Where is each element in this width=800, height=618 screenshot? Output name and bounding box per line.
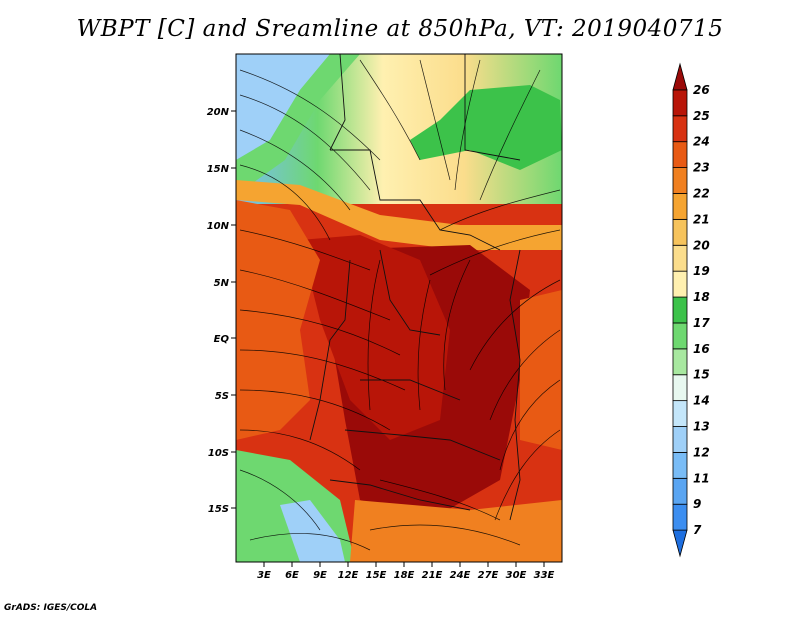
- lon-label: 12E: [338, 570, 359, 581]
- colorbar-segment: [672, 270, 688, 298]
- country-borders: [309, 53, 521, 521]
- colorbar-segment: [672, 89, 688, 117]
- colorbar-label: 18: [693, 290, 710, 304]
- lat-label: 5S: [215, 391, 229, 402]
- colorbar-labels: 7 9 11 12 13 14 15 16 17 18 19 20 21 22 23 24 25 26: [693, 83, 710, 537]
- lon-label: 18E: [394, 570, 415, 581]
- colorbar-segment: [672, 167, 688, 194]
- orange-transition: [236, 180, 562, 250]
- colorbar-label: 23: [693, 161, 710, 175]
- lat-label: 20N: [207, 107, 230, 118]
- chart-title: WBPT [C] and Sreamline at 850hPa, VT: 20…: [76, 16, 724, 42]
- colorbar-segment: [672, 374, 688, 402]
- lat-label: EQ: [214, 334, 230, 345]
- colorbar-segment: [672, 426, 688, 453]
- lat-label: 10S: [208, 448, 229, 459]
- colorbar-label: 19: [693, 264, 710, 278]
- blue-sw: [280, 500, 345, 562]
- lat-label: 15N: [207, 164, 230, 175]
- colorbar-label: 24: [693, 135, 710, 149]
- lon-label: 9E: [313, 570, 327, 581]
- colorbar-label: 26: [693, 83, 710, 97]
- lon-label: 6E: [285, 570, 299, 581]
- colorbar-segment: [672, 452, 688, 479]
- lon-label: 24E: [450, 570, 471, 581]
- colorbar-segment: [672, 322, 688, 350]
- colorbar-label: 25: [693, 109, 710, 123]
- colorbar-label: 17: [693, 316, 710, 330]
- lon-label: 27E: [478, 570, 499, 581]
- colorbar-segment: [672, 400, 688, 427]
- lon-label: 15E: [366, 570, 387, 581]
- lon-labels: 3E 6E 9E 12E 15E 18E 21E 24E 27E 30E 33E: [257, 570, 554, 581]
- lon-ticks: [263, 562, 545, 567]
- lon-label: 33E: [534, 570, 555, 581]
- lat-ticks: [231, 110, 236, 509]
- colorbar-segment: [672, 141, 688, 168]
- colorbar-segment: [672, 503, 688, 531]
- colorbar-segment: [672, 244, 688, 272]
- colorbar-label: 9: [693, 497, 701, 511]
- colorbar-label: 11: [693, 471, 710, 485]
- colorbar-label: 12: [693, 445, 710, 459]
- green-patch-ne: [410, 85, 562, 170]
- colorbar-segment: [672, 115, 688, 143]
- lat-labels: 20N 15N 10N 5N EQ 5S 10S 15S: [207, 107, 230, 515]
- colorbar-label: 22: [693, 186, 710, 200]
- lat-label: 15S: [208, 504, 229, 515]
- temperature-field: [236, 54, 562, 562]
- colorbar-segment: [672, 529, 688, 558]
- colorbar-segment: [672, 348, 688, 376]
- colorbar-label: 21: [693, 212, 710, 226]
- lon-label: 21E: [422, 570, 443, 581]
- colorbar-segment: [672, 62, 688, 91]
- orange-se: [350, 500, 562, 562]
- streamlines: [239, 59, 561, 551]
- colorbar-label: 15: [693, 368, 710, 382]
- colorbar-segments: [672, 62, 688, 558]
- colorbar-label: 13: [693, 420, 710, 434]
- colorbar-label: 20: [693, 238, 710, 252]
- grads-credit: GrADS: IGES/COLA: [4, 603, 98, 613]
- lat-label: 5N: [214, 278, 230, 289]
- colorbar-segment: [672, 193, 688, 220]
- deep-red: [300, 235, 450, 440]
- colorbar-label: 16: [693, 342, 710, 356]
- colorbar-segment: [672, 296, 688, 324]
- orange-east: [520, 290, 562, 450]
- blue-region-nw: [236, 54, 330, 160]
- colorbar-label: 14: [693, 394, 710, 408]
- lon-label: 30E: [506, 570, 527, 581]
- lon-label: 3E: [257, 570, 271, 581]
- colorbar-segment: [672, 477, 688, 505]
- orange-west: [236, 200, 320, 440]
- colorbar-label: 7: [693, 523, 702, 537]
- map-frame: [235, 53, 563, 563]
- colorbar-segment: [672, 218, 688, 246]
- lat-label: 10N: [207, 221, 230, 232]
